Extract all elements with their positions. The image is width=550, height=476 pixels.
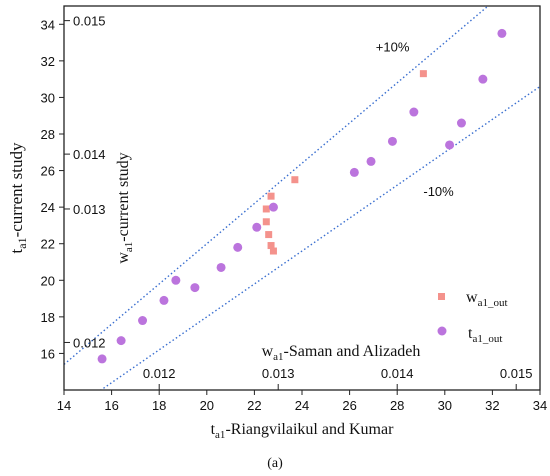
x-tick-label: 14	[57, 398, 71, 413]
data-point-t-circle	[497, 28, 507, 38]
x-tick-label: 28	[390, 398, 404, 413]
data-point-t-circle	[138, 316, 148, 326]
data-point-w-square	[419, 70, 427, 78]
secondary-y-tick-label: 0.013	[73, 202, 106, 217]
data-point-t-circle	[456, 118, 466, 128]
x-tick-label: 32	[485, 398, 499, 413]
data-point-t-circle	[233, 242, 243, 252]
secondary-y-axis-title: wa1-current study	[115, 152, 135, 263]
y-tick-label: 18	[41, 310, 55, 325]
y-tick-label: 24	[41, 200, 55, 215]
x-tick-label: 22	[247, 398, 261, 413]
data-point-t-circle	[159, 295, 169, 305]
data-point-t-circle	[366, 156, 376, 166]
data-point-t-circle	[409, 107, 419, 117]
y-tick-label: 32	[41, 54, 55, 69]
y-tick-label: 34	[41, 17, 55, 32]
legend-marker-square	[438, 293, 445, 300]
x-tick-label: 24	[295, 398, 309, 413]
y-tick-label: 22	[41, 237, 55, 252]
y-axis-title: ta1-current study	[7, 142, 29, 253]
secondary-y-tick-label: 0.014	[73, 147, 106, 162]
y-tick-label: 28	[41, 127, 55, 142]
secondary-x-tick-label: 0.012	[143, 366, 176, 381]
data-point-t-circle	[445, 140, 455, 150]
data-point-t-circle	[116, 336, 126, 346]
legend-label-t: ta1_out	[468, 325, 502, 345]
data-point-w-square	[262, 205, 270, 213]
data-point-t-circle	[216, 262, 226, 272]
data-point-w-square	[265, 231, 273, 239]
data-point-t-circle	[349, 167, 359, 177]
secondary-x-tick-label: 0.013	[262, 366, 295, 381]
legend-marker-circle	[437, 326, 447, 336]
secondary-x-tick-label: 0.015	[500, 366, 533, 381]
figure-caption: (a)	[267, 456, 283, 471]
reference-label-plus10: +10%	[376, 40, 410, 55]
secondary-y-tick-label: 0.015	[73, 14, 106, 29]
legend-label-w: wa1_out	[466, 289, 508, 309]
x-tick-label: 26	[342, 398, 356, 413]
x-tick-label: 34	[533, 398, 547, 413]
data-point-t-circle	[97, 354, 107, 364]
data-point-w-square	[267, 242, 275, 250]
reference-line-minus10	[99, 85, 540, 390]
reference-line-plus10	[64, 6, 490, 365]
data-point-w-square	[262, 218, 270, 226]
data-point-w-square	[291, 176, 299, 184]
x-tick-label: 30	[438, 398, 452, 413]
data-point-t-circle	[171, 275, 181, 285]
reference-label-minus10: -10%	[423, 184, 454, 199]
data-point-t-circle	[478, 74, 488, 84]
x-tick-label: 20	[200, 398, 214, 413]
data-point-t-circle	[387, 136, 397, 146]
y-tick-label: 26	[41, 164, 55, 179]
y-tick-label: 20	[41, 273, 55, 288]
secondary-x-tick-label: 0.014	[381, 366, 414, 381]
data-point-t-circle	[252, 222, 262, 232]
x-axis-title: ta1-Riangvilaikul and Kumar	[211, 421, 394, 441]
data-point-w-square	[269, 247, 277, 255]
secondary-x-axis-title: wa1-Saman and Alizadeh	[262, 343, 421, 363]
data-point-t-circle	[190, 283, 200, 293]
secondary-y-tick-label: 0.012	[73, 335, 106, 350]
data-point-t-circle	[268, 202, 278, 212]
y-tick-label: 16	[41, 346, 55, 361]
y-tick-label: 30	[41, 90, 55, 105]
data-point-w-square	[267, 192, 275, 200]
x-tick-label: 16	[104, 398, 118, 413]
x-tick-label: 18	[152, 398, 166, 413]
